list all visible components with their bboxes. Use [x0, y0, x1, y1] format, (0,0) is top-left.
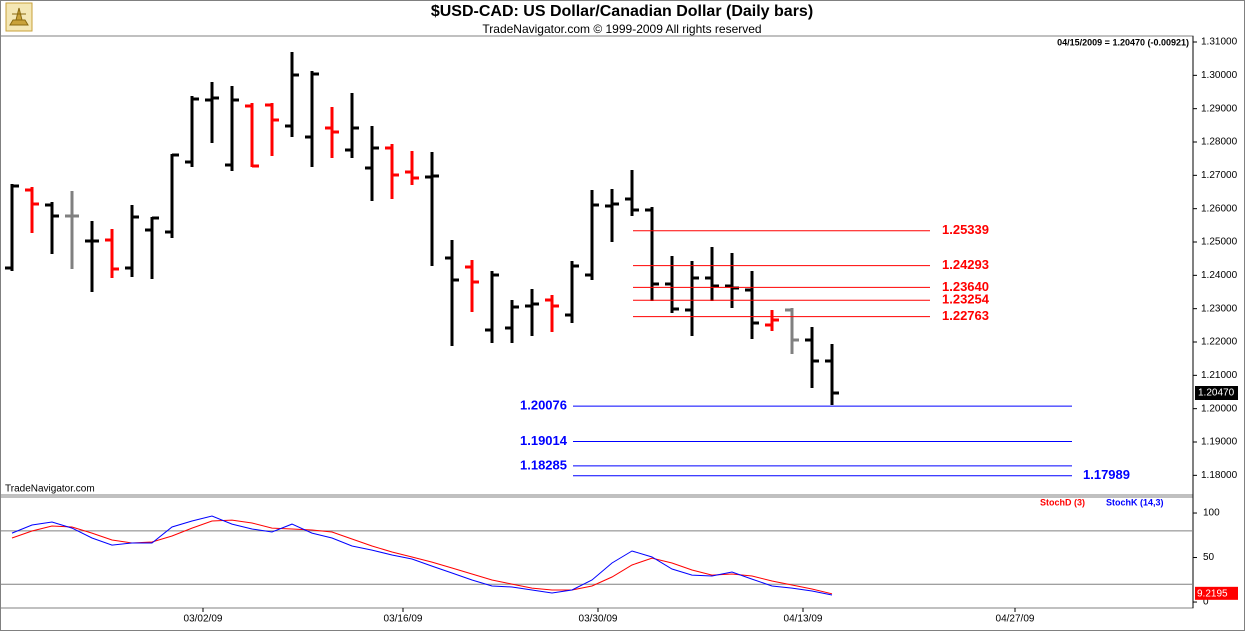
resistance-label: 1.23640: [942, 279, 989, 294]
y-tick-label: 1.22000: [1201, 337, 1238, 348]
chart-title: $USD-CAD: US Dollar/Canadian Dollar (Dai…: [431, 3, 813, 20]
resistance-label: 1.25339: [942, 222, 989, 237]
y-tick-label: 1.31000: [1201, 37, 1238, 48]
y-tick-label: 100: [1203, 508, 1220, 519]
y-tick-label: 1.26000: [1201, 203, 1238, 214]
legend-entry: StochK (14,3): [1106, 497, 1164, 507]
x-tick-label: 04/13/09: [784, 614, 823, 625]
last-price-label: 1.20470: [1198, 388, 1235, 399]
y-tick-label: 0: [1203, 597, 1209, 608]
legend-entry: StochD (3): [1040, 497, 1085, 507]
x-tick-label: 03/02/09: [184, 614, 223, 625]
stoch-tag-label: 9.2195: [1197, 588, 1228, 599]
y-tick-label: 1.29000: [1201, 103, 1238, 114]
y-tick-label: 1.24000: [1201, 270, 1238, 281]
y-tick-label: 1.18000: [1201, 470, 1238, 481]
y-tick-label: 1.25000: [1201, 237, 1238, 248]
resistance-label: 1.22763: [942, 308, 989, 323]
y-tick-label: 1.20000: [1201, 403, 1238, 414]
logo: [5, 2, 33, 32]
y-tick-label: 50: [1203, 552, 1215, 563]
chart-subtitle: TradeNavigator.com © 1999-2009 All right…: [482, 22, 761, 36]
y-tick-label: 1.30000: [1201, 70, 1238, 81]
support-label: 1.19014: [520, 433, 568, 448]
resistance-label: 1.23254: [942, 292, 990, 307]
last-price-tag: [1195, 386, 1238, 400]
y-tick-label: 1.23000: [1201, 303, 1238, 314]
support-label: 1.17989: [1083, 467, 1130, 482]
y-tick-label: 1.21000: [1201, 370, 1238, 381]
support-label: 1.18285: [520, 457, 567, 472]
x-tick-label: 04/27/09: [996, 614, 1035, 625]
x-tick-label: 03/16/09: [384, 614, 423, 625]
y-tick-label: 1.19000: [1201, 437, 1238, 448]
y-tick-label: 1.27000: [1201, 170, 1238, 181]
resistance-label: 1.24293: [942, 257, 989, 272]
stoch-tag: [1195, 586, 1238, 600]
x-tick-label: 03/30/09: [579, 614, 618, 625]
quote-annotation: 04/15/2009 = 1.20470 (-0.00921): [1057, 37, 1189, 47]
y-tick-label: 1.28000: [1201, 137, 1238, 148]
stoch-line: [11, 515, 833, 596]
stoch-line: [11, 519, 833, 595]
support-label: 1.20076: [520, 398, 567, 413]
watermark: TradeNavigator.com: [5, 484, 95, 495]
